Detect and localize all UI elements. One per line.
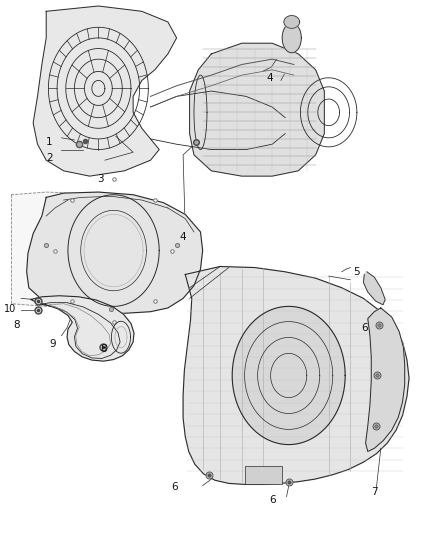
Text: 6: 6 [171,482,178,492]
Text: 4: 4 [180,232,187,243]
Text: 1: 1 [46,136,53,147]
Text: 8: 8 [101,344,107,354]
Polygon shape [284,15,300,28]
Polygon shape [232,306,345,445]
Text: 2: 2 [46,152,53,163]
Polygon shape [27,192,203,313]
Text: 3: 3 [97,174,104,184]
Polygon shape [11,192,151,306]
Text: 10: 10 [4,304,16,314]
Bar [245,466,282,484]
Polygon shape [190,43,324,176]
Text: 7: 7 [371,488,378,497]
Polygon shape [183,266,409,484]
Text: 4: 4 [267,73,273,83]
Text: 6: 6 [361,322,368,333]
Polygon shape [33,6,177,176]
Polygon shape [364,272,385,305]
Text: 8: 8 [14,320,20,330]
Text: 6: 6 [269,495,276,505]
Text: 5: 5 [353,267,360,277]
Text: 9: 9 [49,338,56,349]
Polygon shape [366,308,405,451]
Polygon shape [282,23,301,53]
Polygon shape [31,296,134,361]
